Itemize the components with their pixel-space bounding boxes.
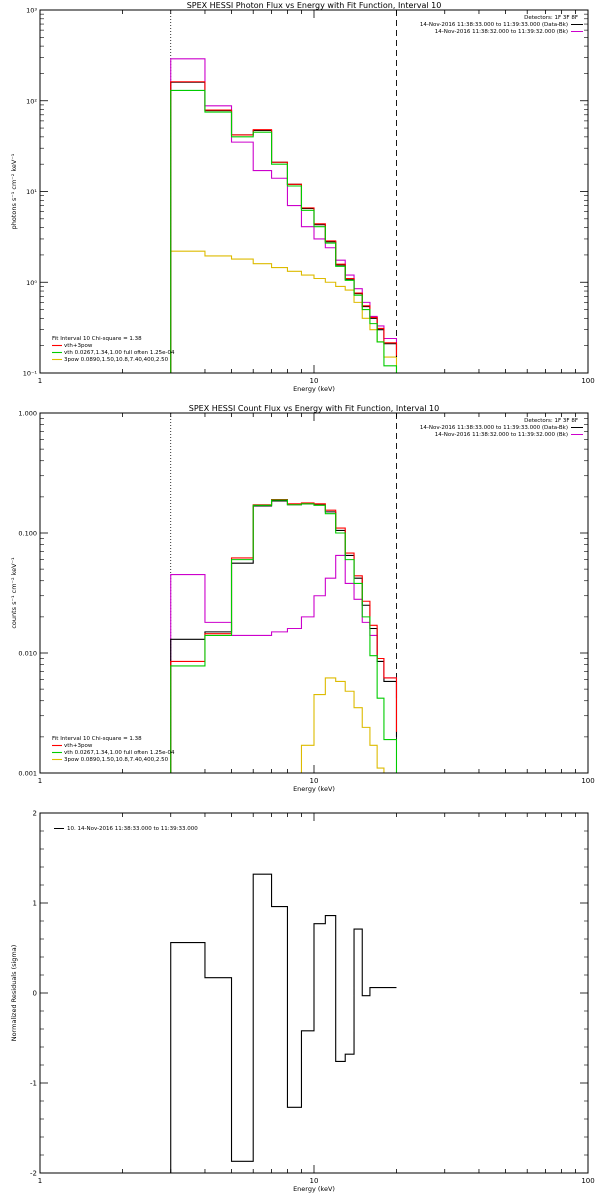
legend-fit-label: vth+3pow <box>64 743 93 749</box>
legend-detectors: Detectors: 1F 3F 8F <box>524 418 578 424</box>
y-tick-label: 10³ <box>26 7 37 15</box>
series-3pow-line <box>170 250 398 373</box>
plot-frame <box>39 412 589 774</box>
legend-fit-interval: Fit Interval 10 Chi-square = 1.38 <box>52 736 142 742</box>
series-bk-line <box>170 554 398 773</box>
legend-bk-label: 14-Nov-2016 11:38:32.000 to 11:39:32.000… <box>435 432 568 438</box>
plot-3: 1 10 100 -2 -1 0 1 2 Energy (keV) Normalized Resi… <box>10 810 595 1194</box>
y-tick-label: 10⁰ <box>26 279 37 287</box>
legend-residual-label: 10. 14-Nov-2016 11:38:33.000 to 11:39:33… <box>67 826 198 832</box>
y-axis-label: Normalized Residuals (sigma) <box>10 945 18 1042</box>
plot-data <box>170 413 398 773</box>
x-tick-label: 10 <box>310 777 319 785</box>
x-tick-label: 100 <box>581 777 594 785</box>
x-tick-label: 100 <box>581 377 594 385</box>
series-residuals-line <box>170 873 397 1173</box>
legend-fit-label: 3pow 0.0890,1.50,10.8,7.40,400,2.50 <box>64 757 169 763</box>
legend-fit-label: vth 0.0267,1.34,1.00 full often 1.25e-04 <box>64 350 175 356</box>
x-tick-label: 10 <box>310 377 319 385</box>
plot-2: SPEX HESSI Count Flux vs Energy with Fit… <box>10 404 595 793</box>
y-tick-label: 1 <box>33 900 37 908</box>
x-axis-label: Energy (keV) <box>293 1185 335 1193</box>
legend-fit-label: vth 0.0267,1.34,1.00 full often 1.25e-04 <box>64 750 175 756</box>
y-tick-label: 0.001 <box>18 770 37 778</box>
y-axis-label: counts s⁻¹ cm⁻² keV⁻¹ <box>10 557 18 629</box>
y-tick-label: -1 <box>30 1080 37 1088</box>
x-tick-label: 10 <box>310 1177 319 1185</box>
legend-bk-label: 14-Nov-2016 11:38:32.000 to 11:39:32.000… <box>435 29 568 35</box>
y-tick-label: -2 <box>30 1170 37 1178</box>
y-tick-label: 10¹ <box>26 188 37 196</box>
y-tick-label: 0 <box>33 990 37 998</box>
legend-fit-label: vth+3pow <box>64 343 93 349</box>
legend-detectors: Detectors: 1F 3F 8F <box>524 15 578 21</box>
legend-data-bk-label: 14-Nov-2016 11:38:33.000 to 11:39:33.000… <box>420 22 568 28</box>
x-axis-label: Energy (keV) <box>293 385 335 393</box>
chart-title: SPEX HESSI Photon Flux vs Energy with Fi… <box>187 1 442 10</box>
x-axis-label: Energy (keV) <box>293 785 335 793</box>
legend-data-bk-label: 14-Nov-2016 11:38:33.000 to 11:39:33.000… <box>420 425 568 431</box>
legend-fit-label: 3pow 0.0890,1.50,10.8,7.40,400,2.50 <box>64 357 169 363</box>
plot-data <box>170 10 398 373</box>
series-vth-line <box>170 89 398 373</box>
y-tick-label: 0.010 <box>18 650 37 658</box>
y-axis-label: photons s⁻¹ cm⁻² keV⁻¹ <box>10 153 18 229</box>
y-tick-label: 2 <box>33 810 37 818</box>
chart-title: SPEX HESSI Count Flux vs Energy with Fit… <box>189 404 440 413</box>
plot-frame <box>39 812 589 1174</box>
y-tick-label: 10² <box>26 97 37 105</box>
x-tick-label: 1 <box>38 1177 42 1185</box>
y-tick-label: 1.000 <box>18 410 37 418</box>
x-tick-label: 100 <box>581 1177 594 1185</box>
y-tick-label: 0.100 <box>18 530 37 538</box>
y-tick-label: 10⁻¹ <box>23 370 38 378</box>
legend-fit-interval: Fit Interval 10 Chi-square = 1.38 <box>52 336 142 342</box>
plot-1: SPEX HESSI Photon Flux vs Energy with Fi… <box>10 1 595 393</box>
plot-data <box>170 873 397 1173</box>
series-vth-line <box>170 499 398 773</box>
series-3pow-line <box>170 677 385 773</box>
x-tick-label: 1 <box>38 777 42 785</box>
x-tick-label: 1 <box>38 377 42 385</box>
plot-frame <box>39 9 589 374</box>
